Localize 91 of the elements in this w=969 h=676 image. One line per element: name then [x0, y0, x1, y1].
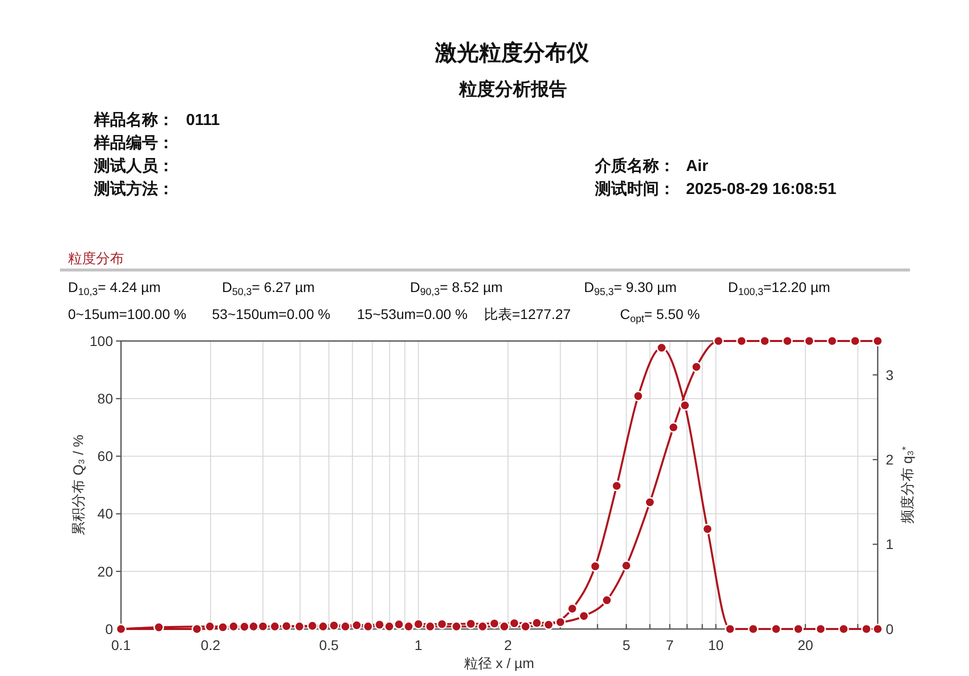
point	[602, 594, 612, 606]
point	[340, 621, 351, 632]
point	[644, 496, 656, 508]
x-tick-label: 7	[666, 637, 674, 653]
point	[384, 621, 395, 632]
point	[872, 336, 883, 346]
x-tick-label: 10	[708, 637, 724, 653]
y2-tick-label: 2	[886, 451, 894, 468]
text: 介质名称：	[594, 157, 675, 175]
point	[318, 621, 328, 632]
y-tick-label: 60	[97, 448, 114, 464]
y-tick-label: 0	[105, 620, 114, 637]
point	[793, 624, 804, 634]
point	[668, 422, 679, 433]
text: C$_{opt}$= 5.50 %	[620, 306, 700, 324]
y-tick-label: 80	[97, 390, 114, 406]
point	[656, 342, 667, 354]
x-axis-title: 粒径 x / µm	[464, 655, 534, 671]
point	[328, 620, 340, 631]
x-tick-label: 0.1	[111, 637, 131, 653]
point	[451, 621, 462, 632]
text: 2025-08-29 16:08:51	[686, 181, 836, 198]
point	[578, 610, 590, 622]
point	[508, 618, 520, 629]
text: D$_{95,3}$= 9.30 µm	[584, 279, 677, 298]
point	[532, 618, 542, 628]
point	[782, 336, 793, 346]
point	[632, 390, 644, 402]
text: 15~53um=0.00 %	[357, 306, 468, 322]
point	[759, 336, 770, 346]
point	[702, 524, 713, 534]
point	[815, 624, 826, 634]
point	[590, 561, 601, 572]
point	[691, 362, 702, 372]
point	[520, 621, 531, 632]
point	[838, 624, 849, 634]
point	[555, 616, 566, 628]
point	[611, 480, 622, 492]
text: D$_{10,3}$= 4.24 µm	[68, 279, 161, 298]
point	[499, 621, 510, 632]
y2-tick-label: 3	[886, 366, 894, 383]
point	[270, 621, 280, 632]
point	[770, 624, 782, 634]
text: Air	[686, 158, 708, 175]
x-tick-label: 1	[414, 637, 423, 653]
text: 样品编号：	[93, 134, 174, 152]
x-tick-label: 0.2	[200, 637, 220, 653]
point	[861, 624, 872, 634]
text: D$_{50,3}$= 6.27 µm	[222, 279, 315, 298]
text: 测试时间：	[594, 180, 675, 198]
text: D$_{100,3}$=12.20 µm	[728, 279, 830, 298]
chart-title: 激光粒度分布仪	[434, 40, 590, 65]
text: 测试人员：	[93, 157, 174, 175]
point	[736, 336, 747, 346]
x-tick-label: 20	[798, 637, 814, 653]
point	[748, 624, 758, 634]
y-tick-label: 100	[90, 332, 114, 349]
point	[804, 336, 815, 346]
text: 测试方法：	[93, 179, 174, 198]
point	[680, 400, 690, 411]
text: 粒度分布	[68, 250, 124, 266]
point	[307, 620, 318, 632]
point	[248, 621, 259, 632]
text: 0111	[186, 112, 220, 129]
point	[713, 336, 724, 346]
y-tick-label: 40	[97, 506, 114, 522]
point	[724, 624, 736, 634]
point	[192, 624, 202, 634]
text: 样品名称：	[93, 111, 174, 129]
x-tick-label: 0.5	[319, 637, 339, 653]
point	[362, 621, 374, 632]
x-tick-label: 2	[504, 637, 512, 653]
text: 53~150um=0.00 %	[212, 306, 330, 322]
x-tick-label: 5	[622, 637, 630, 653]
text: 0~15um=100.00 %	[68, 306, 186, 322]
point	[351, 620, 362, 631]
point	[374, 619, 385, 630]
point	[294, 621, 305, 632]
chart-subtitle: 粒度分析报告	[458, 79, 567, 99]
text: D$_{90,3}$= 8.52 µm	[410, 279, 503, 298]
point	[466, 618, 476, 630]
point	[543, 619, 554, 630]
point	[239, 621, 250, 632]
point	[566, 603, 578, 614]
y-axis-title: 累积分布 Q₃ / %	[70, 434, 86, 536]
point	[850, 336, 860, 346]
y2-tick-label: 0	[886, 620, 894, 637]
y-tick-label: 20	[97, 563, 114, 580]
y2-tick-label: 1	[886, 536, 894, 552]
text: 比表=1277.27	[484, 306, 571, 322]
point	[826, 336, 838, 346]
